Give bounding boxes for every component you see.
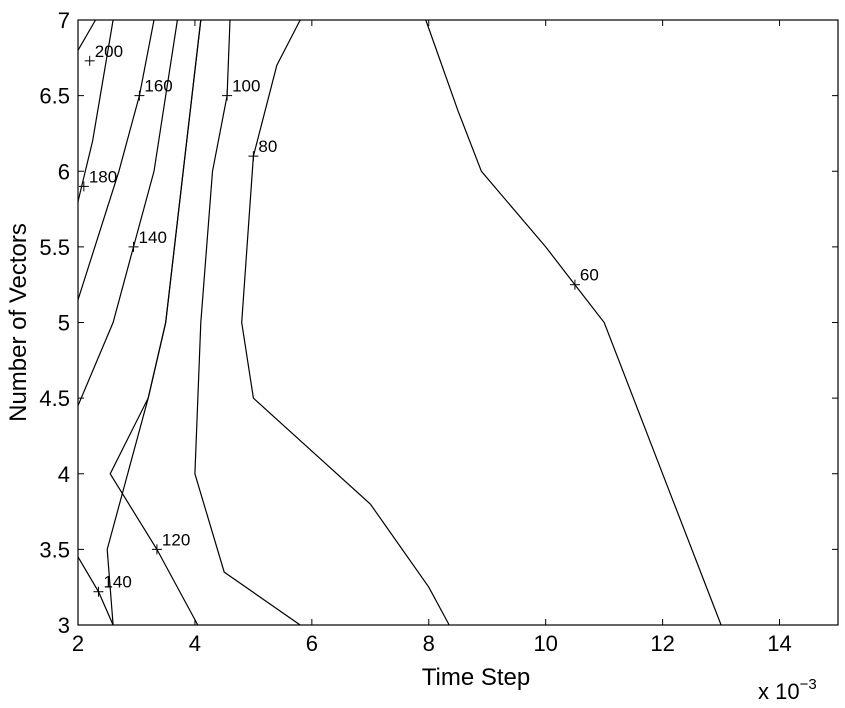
- contour-line-200: [77, 19, 97, 51]
- x-tick-label: 12: [650, 631, 674, 656]
- y-tick-label: 4.5: [39, 386, 70, 411]
- y-tick-label: 6.5: [39, 84, 70, 109]
- contour-label: 140: [103, 573, 131, 592]
- contour-label: 180: [89, 167, 117, 186]
- contour-labels: 200 160 100 80 180 140 60 120 140: [78, 42, 599, 597]
- contour-line-60: [425, 19, 722, 626]
- x-axis-multiplier-base: x 10: [758, 679, 800, 704]
- x-tick-label: 2: [72, 631, 84, 656]
- contour-label: 160: [144, 77, 172, 96]
- contour-label: 60: [580, 266, 599, 285]
- y-axis-title: Number of Vectors: [5, 223, 32, 422]
- y-tick-label: 5: [58, 311, 70, 336]
- y-tick-label: 7: [58, 8, 70, 33]
- contour-line-80: [241, 19, 450, 626]
- y-tick-label: 3: [58, 613, 70, 638]
- axis-ticks: 2 4 6 8 10 12 14 3 3.5 4 4.5 5 5.5 6 6.5 7: [39, 8, 838, 656]
- contour-line-160: [77, 19, 155, 300]
- contour-label: 100: [232, 77, 260, 96]
- x-tick-label: 4: [189, 631, 201, 656]
- contour-line-180: [77, 19, 114, 202]
- x-axis-multiplier-exponent: −3: [800, 676, 817, 693]
- contour-label: 120: [162, 530, 190, 549]
- contour-line-100: [194, 19, 301, 626]
- x-tick-label: 8: [423, 631, 435, 656]
- x-tick-label: 10: [533, 631, 557, 656]
- contour-label: 80: [258, 137, 277, 156]
- x-axis-multiplier: x 10−3: [758, 676, 817, 704]
- y-tick-label: 5.5: [39, 235, 70, 260]
- contour-label: 140: [139, 228, 167, 247]
- y-tick-label: 3.5: [39, 537, 70, 562]
- x-tick-label: 6: [306, 631, 318, 656]
- contour-label: 200: [95, 42, 123, 61]
- y-tick-label: 6: [58, 159, 70, 184]
- x-tick-label: 14: [767, 631, 791, 656]
- y-tick-label: 4: [58, 462, 70, 487]
- x-axis-title: Time Step: [422, 664, 530, 691]
